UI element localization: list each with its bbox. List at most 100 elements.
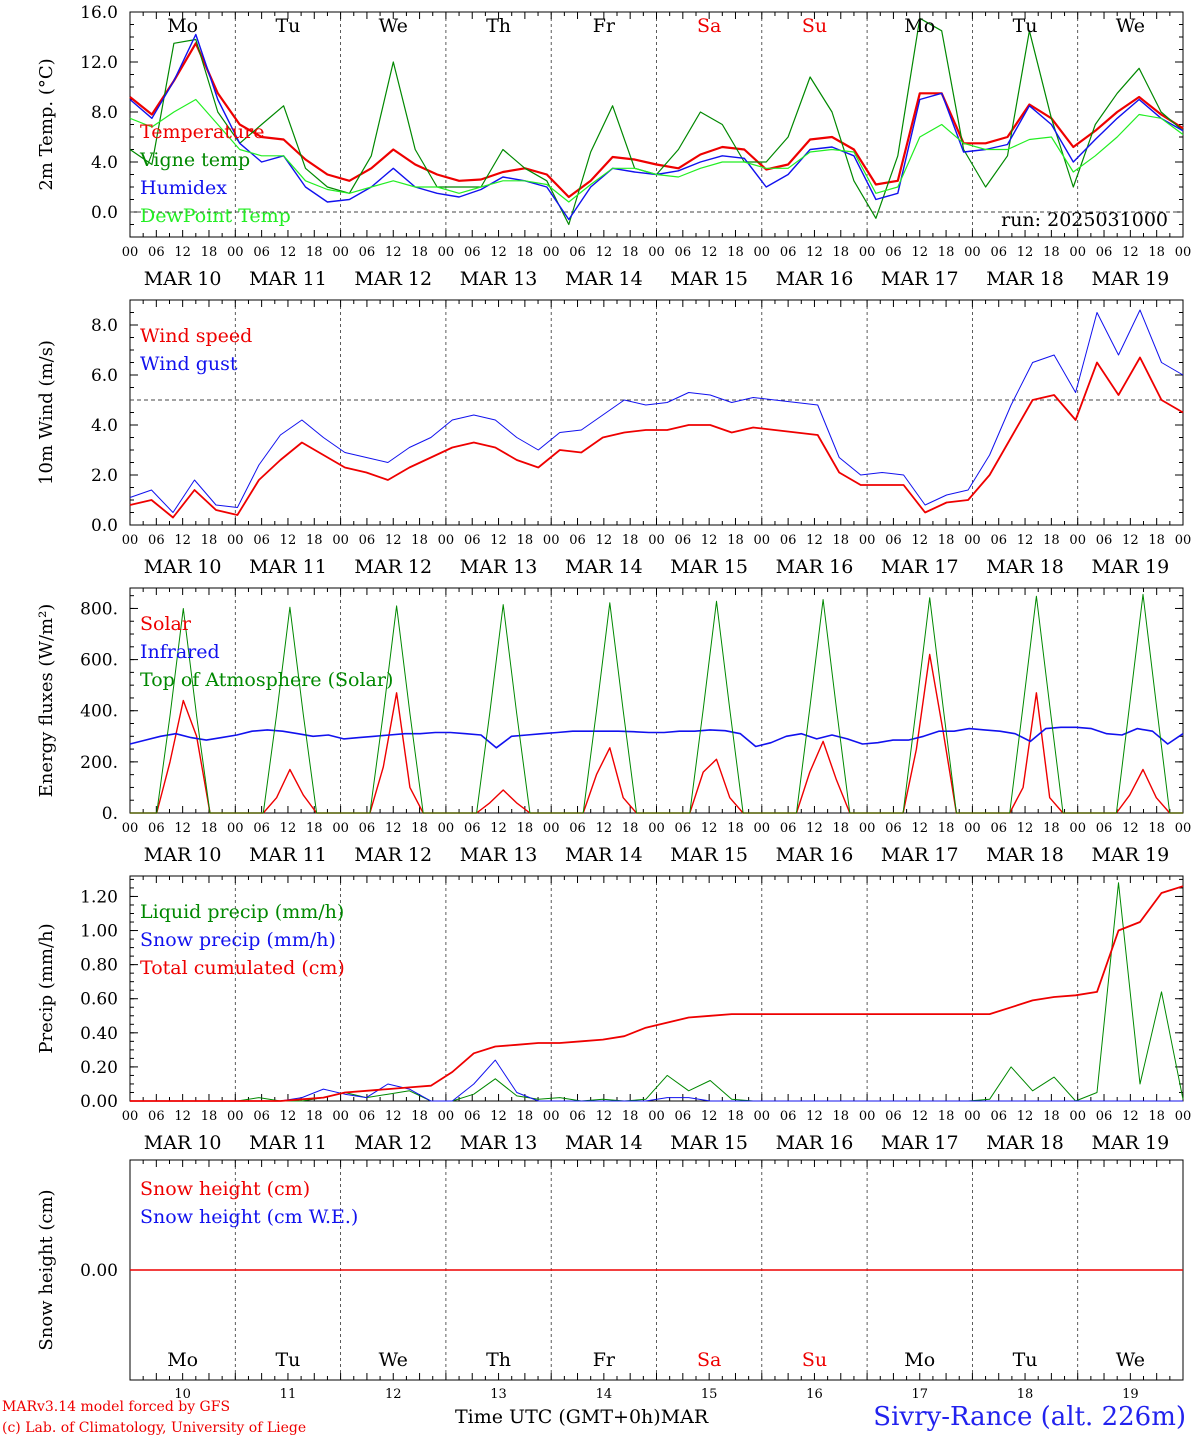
hour-tick-label: 12 (174, 1109, 191, 1124)
day-label: Mo (167, 1349, 198, 1371)
hour-tick-label: 12 (385, 821, 402, 836)
date-label: MAR 17 (881, 556, 959, 578)
day-number-label: 15 (701, 1387, 718, 1402)
legend-entry: Snow height (cm W.E.) (140, 1206, 358, 1228)
day-label: Mo (904, 1349, 935, 1371)
legend-entry: Humidex (140, 177, 227, 199)
hour-tick-label: 12 (806, 821, 823, 836)
hour-tick-label: 18 (622, 245, 639, 260)
hour-tick-label: 00 (227, 245, 244, 260)
series-line-wind-gust (129, 309, 1184, 513)
date-label: MAR 11 (249, 844, 327, 866)
day-label: Sa (697, 1349, 721, 1371)
date-label: MAR 15 (670, 556, 748, 578)
x-axis-title: Time UTC (GMT+0h) (455, 1406, 661, 1428)
y-axis-label: Precip (mm/h) (36, 923, 57, 1053)
hour-tick-label: 12 (1017, 245, 1034, 260)
y-tick-label: 4.0 (91, 153, 118, 173)
date-label: MAR 18 (986, 556, 1064, 578)
hour-tick-label: 00 (964, 533, 981, 548)
date-label: MAR 11 (249, 556, 327, 578)
hour-tick-label: 12 (911, 245, 928, 260)
y-tick-label: 200. (80, 753, 118, 773)
date-label: MAR 18 (986, 268, 1064, 290)
date-label: MAR 14 (565, 1132, 643, 1154)
date-label: MAR 10 (144, 268, 222, 290)
day-number-label: 12 (385, 1387, 402, 1402)
hour-tick-label: 12 (911, 1109, 928, 1124)
date-label: MAR 17 (881, 1132, 959, 1154)
hour-tick-label: 06 (148, 245, 165, 260)
date-label: MAR 18 (986, 1132, 1064, 1154)
date-label: MAR 13 (460, 268, 538, 290)
x-axis-month: MAR (660, 1406, 709, 1428)
date-label: MAR 12 (354, 1132, 432, 1154)
hour-tick-label: 18 (201, 533, 218, 548)
hour-tick-label: 00 (438, 533, 455, 548)
hour-tick-label: 00 (964, 821, 981, 836)
hour-tick-label: 12 (490, 821, 507, 836)
hour-tick-label: 00 (859, 821, 876, 836)
hour-tick-label: 12 (1122, 821, 1139, 836)
hour-tick-label: 12 (280, 821, 297, 836)
date-label: MAR 16 (776, 268, 854, 290)
hour-tick-label: 00 (122, 821, 139, 836)
hour-tick-label: 00 (332, 245, 349, 260)
legend-entry: DewPoint Temp (140, 205, 291, 227)
date-label: MAR 10 (144, 556, 222, 578)
y-tick-label: 0.20 (80, 1058, 118, 1078)
hour-tick-label: 00 (227, 821, 244, 836)
hour-tick-label: 00 (332, 1109, 349, 1124)
hour-tick-label: 00 (754, 245, 771, 260)
hour-tick-label: 06 (780, 821, 797, 836)
hour-tick-label: 18 (833, 533, 850, 548)
hour-tick-label: 18 (411, 245, 428, 260)
hour-tick-label: 06 (464, 1109, 481, 1124)
hour-tick-label: 18 (411, 1109, 428, 1124)
hour-tick-label: 06 (253, 1109, 270, 1124)
hour-tick-label: 18 (1148, 245, 1165, 260)
hour-tick-label: 06 (569, 245, 586, 260)
legend-entry: Snow precip (mm/h) (140, 929, 336, 951)
day-label: Fr (593, 15, 616, 37)
day-label: Tu (275, 1349, 300, 1371)
hour-tick-label: 00 (648, 1109, 665, 1124)
y-tick-label: 800. (80, 599, 118, 619)
hour-tick-label: 18 (727, 245, 744, 260)
hour-tick-label: 12 (596, 1109, 613, 1124)
hour-tick-label: 18 (201, 245, 218, 260)
series-line-total-cumulated-cm- (130, 885, 1184, 1102)
y-tick-label: 400. (80, 702, 118, 722)
y-tick-label: 0.00 (80, 1092, 118, 1112)
hour-tick-label: 06 (464, 533, 481, 548)
hour-tick-label: 00 (543, 245, 560, 260)
hour-tick-label: 12 (911, 821, 928, 836)
hour-tick-label: 18 (833, 245, 850, 260)
hour-tick-label: 06 (1096, 533, 1113, 548)
hour-tick-label: 06 (1096, 1109, 1113, 1124)
y-tick-label: 0.0 (91, 203, 118, 223)
day-label: Fr (593, 1349, 616, 1371)
hour-tick-label: 06 (359, 821, 376, 836)
hour-tick-label: 12 (701, 245, 718, 260)
day-label: Tu (275, 15, 300, 37)
hour-tick-label: 00 (648, 821, 665, 836)
hour-tick-label: 00 (648, 533, 665, 548)
hour-tick-label: 18 (1148, 821, 1165, 836)
model-credit: MARv3.14 model forced by GFS (2, 1399, 231, 1415)
hour-tick-label: 00 (122, 533, 139, 548)
hour-tick-label: 12 (1122, 245, 1139, 260)
hour-tick-label: 18 (938, 1109, 955, 1124)
date-label: MAR 14 (565, 268, 643, 290)
y-tick-label: 8.0 (91, 103, 118, 123)
hour-tick-label: 12 (385, 533, 402, 548)
hour-tick-label: 12 (911, 533, 928, 548)
series-line-liquid-precip-mm-h- (130, 882, 1184, 1102)
hour-tick-label: 06 (780, 533, 797, 548)
hour-tick-label: 18 (201, 1109, 218, 1124)
y-tick-label: 0. (102, 804, 118, 824)
legend-entry: Wind speed (140, 325, 252, 347)
date-label: MAR 17 (881, 844, 959, 866)
hour-tick-label: 00 (227, 1109, 244, 1124)
hour-tick-label: 12 (174, 533, 191, 548)
